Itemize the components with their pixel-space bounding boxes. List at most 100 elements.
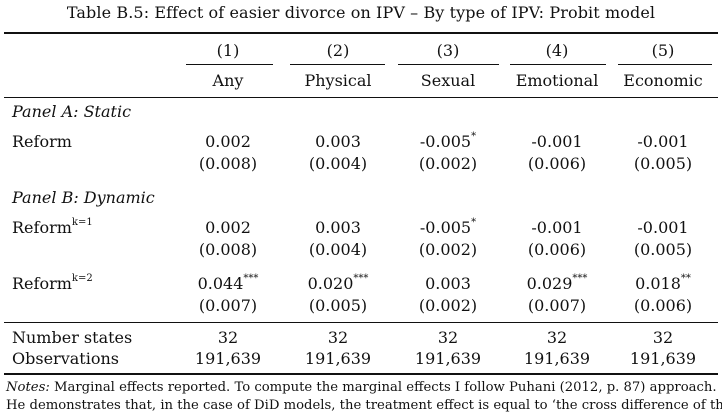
footer-row1-value-5: 32	[603, 328, 722, 348]
footer-row1-value-1-value: 32	[217, 328, 239, 347]
footer-row-label-1-text: Number states	[12, 328, 133, 347]
top-rule	[4, 32, 718, 34]
panel-b-row2-coef-3: 0.003	[388, 274, 508, 294]
panel-b-row1-se-2: (0.004)	[278, 240, 398, 260]
panel-b-row2-se-3: (0.002)	[388, 296, 508, 316]
footer-row1-value-3-value: 32	[437, 328, 459, 347]
panel-b-row-label-1: Reformk=1	[12, 216, 93, 238]
panel-b-row1-coef-5-value: -0.001	[637, 218, 689, 237]
panel-a-coef-1-value: 0.002	[205, 132, 251, 151]
footer-row-label-1: Number states	[12, 328, 132, 348]
panel-a-coef-3-stars: *	[471, 130, 477, 142]
column-header-5-value: Economic	[623, 71, 703, 90]
panel-b-row1-coef-1-value: 0.002	[205, 218, 251, 237]
panel-a-coef-4: -0.001	[497, 132, 617, 152]
footer-row2-value-5: 191,639	[603, 349, 722, 369]
panel-b-row1-coef-4-value: -0.001	[531, 218, 583, 237]
panel-b-row1-se-1: (0.008)	[168, 240, 288, 260]
panel-b-row2-coef-5-stars: **	[680, 272, 691, 284]
column-number-1: (1)	[168, 41, 288, 61]
panel-a-se-4-value: (0.006)	[527, 154, 587, 173]
footer-row2-value-5-value: 191,639	[629, 349, 697, 368]
panel-a-se-5-value: (0.005)	[633, 154, 693, 173]
table-notes: Notes: Marginal effects reported. To com…	[6, 379, 722, 415]
panel-b-row1-coef-1: 0.002	[168, 218, 288, 238]
panel-a-se-2-value: (0.004)	[308, 154, 368, 173]
header-rule	[4, 97, 718, 98]
footer-row2-value-2: 191,639	[278, 349, 398, 369]
column-header-4-value: Emotional	[515, 71, 599, 90]
column-number-4-value: (4)	[545, 41, 569, 60]
panel-a-coef-2: 0.003	[278, 132, 398, 152]
footer-row1-value-3: 32	[388, 328, 508, 348]
footer-row1-value-2-value: 32	[327, 328, 349, 347]
panel-a-row-label: Reform	[12, 132, 72, 152]
panel-b-row1-se-3-value: (0.002)	[418, 240, 478, 259]
panel-a-se-1: (0.008)	[168, 154, 288, 174]
panel-b-row1-coef-2-value: 0.003	[315, 218, 361, 237]
panel-b-row2-coef-4: 0.029***	[497, 273, 617, 294]
panel-b-row2-coef-2: 0.020***	[278, 272, 398, 294]
column-number-5: (5)	[603, 41, 722, 61]
footer-row2-value-3: 191,639	[388, 349, 508, 369]
footer-row2-value-4-value: 191,639	[523, 349, 591, 368]
panel-b-row-label-2-superscript: k=2	[71, 272, 93, 284]
column-number-2: (2)	[278, 41, 398, 61]
column-number-2-value: (2)	[326, 41, 350, 60]
panel-b-row1-se-3: (0.002)	[388, 240, 508, 260]
panel-b-row1-se-4: (0.006)	[497, 240, 617, 260]
panel-a-coef-3: -0.005*	[388, 130, 508, 152]
panel-b-row2-se-4: (0.007)	[497, 296, 617, 316]
panel-b-row2-coef-2-value: 0.020	[307, 274, 354, 293]
panel-b-row1-se-5-value: (0.005)	[633, 240, 693, 259]
column-underline-5	[618, 64, 712, 65]
panel-b-row-label-1-text: Reform	[12, 218, 72, 237]
column-number-4: (4)	[497, 41, 617, 61]
panel-a-coef-4-value: -0.001	[531, 132, 583, 151]
panel-b-label-text: Panel B: Dynamic	[12, 188, 155, 207]
column-underline-3	[398, 64, 499, 65]
column-underline-1	[186, 64, 273, 65]
panel-b-row2-coef-2-stars: ***	[353, 272, 369, 284]
panel-b-row1-se-2-value: (0.004)	[308, 240, 368, 259]
column-header-3: Sexual	[388, 71, 508, 91]
panel-b-row-label-2: Reformk=2	[12, 272, 93, 294]
footer-row1-value-4-value: 32	[546, 328, 568, 347]
panel-a-coef-2-value: 0.003	[315, 132, 361, 151]
footer-row1-value-4: 32	[497, 328, 617, 348]
footer-row2-value-3-value: 191,639	[414, 349, 482, 368]
panel-b-row1-se-5: (0.005)	[603, 240, 722, 260]
panel-b-row2-coef-5: 0.018**	[603, 272, 722, 294]
footer-row1-value-5-value: 32	[652, 328, 674, 347]
panel-a-label: Panel A: Static	[12, 102, 131, 122]
panel-b-row2-coef-1-value: 0.044	[197, 274, 244, 293]
panel-a-se-1-value: (0.008)	[198, 154, 258, 173]
panel-b-row1-coef-2: 0.003	[278, 218, 398, 238]
panel-b-row-label-1-superscript: k=1	[71, 216, 93, 228]
column-number-3: (3)	[388, 41, 508, 61]
table-title: Table B.5: Effect of easier divorce on I…	[66, 3, 656, 22]
notes-line-1: Marginal effects reported. To compute th…	[54, 380, 717, 395]
panel-b-row2-se-4-value: (0.007)	[527, 296, 587, 315]
panel-a-se-3-value: (0.002)	[418, 154, 478, 173]
footer-row2-value-2-value: 191,639	[304, 349, 372, 368]
panel-b-row2-coef-1: 0.044***	[168, 273, 288, 294]
column-number-3-value: (3)	[436, 41, 460, 60]
panel-b-row2-se-1: (0.007)	[168, 296, 288, 316]
panel-a-coef-1: 0.002	[168, 132, 288, 152]
panel-b-row1-coef-4: -0.001	[497, 218, 617, 238]
panel-a-row-label-text: Reform	[12, 132, 72, 151]
panel-a-se-2: (0.004)	[278, 154, 398, 174]
footer-row-label-2-text: Observations	[12, 349, 119, 368]
column-header-1: Any	[168, 71, 288, 91]
column-header-5: Economic	[603, 71, 722, 91]
panel-b-row2-se-2: (0.005)	[278, 296, 398, 316]
panel-b-row1-se-1-value: (0.008)	[198, 240, 258, 259]
panel-a-coef-5: -0.001	[603, 132, 722, 152]
panel-a-se-4: (0.006)	[497, 154, 617, 174]
column-number-1-value: (1)	[216, 41, 240, 60]
panel-b-row2-coef-4-value: 0.029	[526, 274, 573, 293]
column-header-3-value: Sexual	[420, 71, 476, 90]
panel-a-label-text: Panel A: Static	[12, 102, 132, 121]
notes-label: Notes:	[6, 380, 50, 395]
